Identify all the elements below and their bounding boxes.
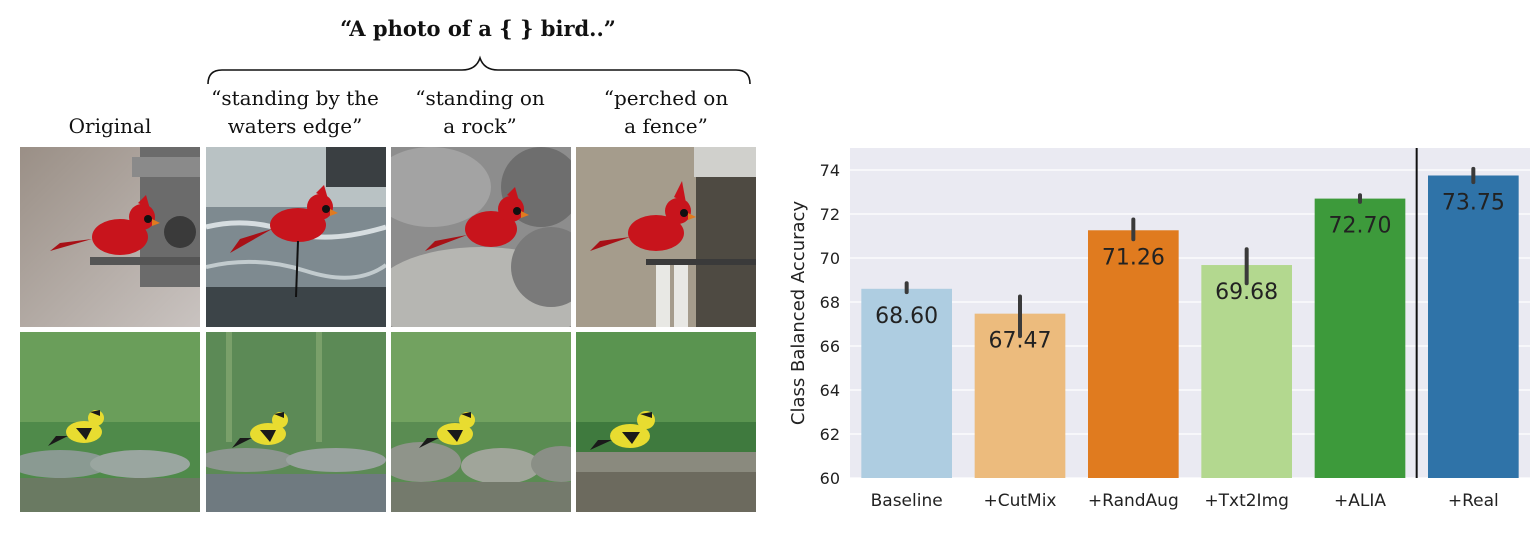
column-label-fence: “perched on a fence” bbox=[603, 86, 729, 138]
photo-goldfinch-fence bbox=[576, 332, 756, 512]
y-tick-label: 70 bbox=[820, 249, 840, 268]
photo-cardinal-waters-edge bbox=[206, 147, 386, 327]
x-tick-label: +CutMix bbox=[983, 491, 1056, 511]
x-tick-labels: Baseline +CutMix +RandAug +Txt2Img +ALIA +Rea… bbox=[871, 491, 1499, 511]
y-tick-label: 64 bbox=[820, 381, 840, 400]
value-labels: 68.60 67.47 71.26 69.68 72.70 73.75 bbox=[875, 191, 1505, 354]
y-axis-label: Class Balanced Accuracy bbox=[788, 201, 809, 426]
photo-goldfinch-original bbox=[20, 332, 200, 512]
value-label: 71.26 bbox=[1102, 245, 1165, 270]
x-tick-label: +ALIA bbox=[1334, 491, 1386, 511]
bar bbox=[1201, 265, 1292, 478]
bar bbox=[1314, 198, 1406, 478]
y-tick-label: 66 bbox=[820, 337, 840, 356]
y-tick-label: 60 bbox=[820, 469, 840, 488]
y-tick-label: 62 bbox=[820, 425, 840, 444]
photo-cardinal-original bbox=[20, 147, 200, 327]
bar bbox=[861, 288, 952, 478]
y-tick-label: 68 bbox=[820, 293, 840, 312]
bars bbox=[861, 175, 1519, 478]
photo-cardinal-fence bbox=[576, 147, 756, 327]
photo-goldfinch-waters-edge bbox=[206, 332, 386, 512]
curly-brace bbox=[207, 55, 751, 85]
bar bbox=[1428, 175, 1519, 478]
x-tick-label: +Real bbox=[1448, 491, 1499, 511]
photo-cardinal-rock bbox=[391, 147, 571, 327]
x-tick-label: Baseline bbox=[871, 491, 943, 511]
value-label: 67.47 bbox=[989, 329, 1052, 354]
photo-goldfinch-rock bbox=[391, 332, 571, 512]
column-label-original: Original bbox=[68, 114, 152, 138]
error-bars bbox=[904, 166, 1476, 339]
prompt-title: “A photo of a { } bird..” bbox=[340, 16, 616, 41]
y-tick-label: 72 bbox=[820, 205, 840, 224]
y-tick-labels: 60 62 64 66 68 70 72 74 bbox=[820, 161, 840, 488]
bar bbox=[1088, 230, 1179, 478]
value-label: 68.60 bbox=[875, 304, 938, 329]
bar bbox=[974, 313, 1066, 478]
y-tick-label: 74 bbox=[820, 161, 840, 180]
value-label: 69.68 bbox=[1215, 280, 1278, 305]
column-label-rock: “standing on a rock” bbox=[415, 86, 545, 138]
x-tick-label: +Txt2Img bbox=[1204, 491, 1289, 511]
x-tick-label: +RandAug bbox=[1088, 491, 1179, 511]
column-label-waters-edge: “standing by the waters edge” bbox=[211, 86, 379, 138]
value-label: 72.70 bbox=[1329, 214, 1392, 239]
value-label: 73.75 bbox=[1442, 191, 1505, 216]
